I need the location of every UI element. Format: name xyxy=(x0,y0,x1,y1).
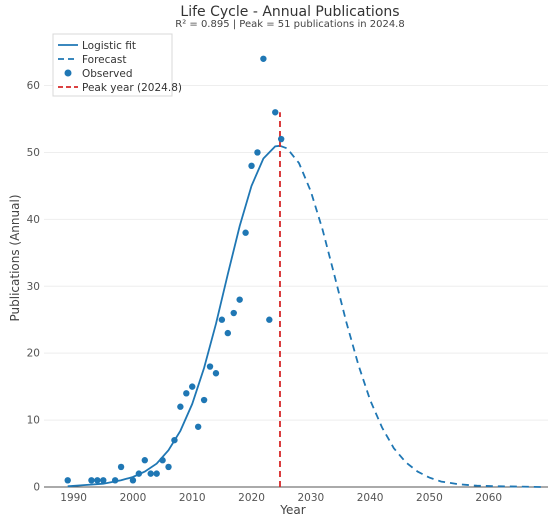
observed-point xyxy=(189,383,196,390)
gridlines xyxy=(44,85,548,421)
legend-forecast-label: Forecast xyxy=(82,54,126,66)
observed-point xyxy=(111,477,119,484)
y-tick-label: 40 xyxy=(27,214,40,226)
observed-point xyxy=(88,477,95,484)
observed-point xyxy=(272,109,279,116)
legend-peak-label: Peak year (2024.8) xyxy=(82,82,182,94)
observed-point xyxy=(117,463,125,471)
y-tick-label: 10 xyxy=(27,415,40,427)
observed-point xyxy=(206,363,214,370)
x-tick-label: 2030 xyxy=(297,492,324,504)
observed-point xyxy=(129,477,137,484)
forecast-line xyxy=(279,144,543,488)
y-axis-ticks: 0 10 20 30 40 50 60 xyxy=(27,80,40,493)
x-axis-label: Year xyxy=(279,503,305,517)
observed-point xyxy=(254,149,261,156)
chart-title: Life Cycle - Annual Publications xyxy=(180,4,399,20)
observed-point xyxy=(218,316,226,323)
chart-subtitle: R² = 0.895 | Peak = 51 publications in 2… xyxy=(175,19,404,30)
x-tick-label: 2060 xyxy=(475,492,502,504)
observed-point xyxy=(260,55,267,62)
observed-point xyxy=(100,477,107,484)
x-tick-label: 2010 xyxy=(179,492,206,504)
observed-point xyxy=(212,370,220,377)
observed-point xyxy=(159,457,166,464)
x-axis-ticks: 1990 2000 2010 2020 2030 2040 2050 2060 xyxy=(60,492,502,504)
legend-observed-swatch xyxy=(64,69,72,77)
observed-point xyxy=(224,329,232,337)
x-tick-label: 2000 xyxy=(120,492,147,504)
observed-point xyxy=(141,457,148,464)
y-tick-label: 0 xyxy=(33,482,40,494)
observed-point xyxy=(194,423,202,430)
observed-point xyxy=(147,470,154,477)
x-tick-label: 1990 xyxy=(60,492,87,504)
logistic-fit-line xyxy=(67,144,281,488)
observed-point xyxy=(277,135,285,143)
legend-observed-label: Observed xyxy=(82,68,133,80)
y-tick-label: 20 xyxy=(27,348,40,360)
observed-point xyxy=(165,463,172,471)
observed-point xyxy=(200,396,208,404)
legend: Logistic fit Forecast Observed Peak year… xyxy=(52,33,182,97)
observed-point xyxy=(236,296,243,303)
y-axis-label: Publications (Annual) xyxy=(8,195,22,322)
observed-point xyxy=(230,309,237,317)
legend-fit-label: Logistic fit xyxy=(82,40,136,52)
y-tick-label: 50 xyxy=(27,147,40,159)
observed-point xyxy=(266,316,273,323)
observed-points xyxy=(64,55,285,484)
observed-point xyxy=(171,436,178,444)
y-tick-label: 30 xyxy=(27,281,40,293)
observed-point xyxy=(177,403,184,410)
x-tick-label: 2050 xyxy=(416,492,443,504)
observed-point xyxy=(153,470,160,477)
x-tick-label: 2020 xyxy=(238,492,265,504)
observed-point xyxy=(64,477,71,484)
observed-point xyxy=(248,162,255,170)
y-tick-label: 60 xyxy=(27,80,40,92)
observed-point xyxy=(183,390,190,397)
observed-point xyxy=(242,229,249,236)
observed-point xyxy=(94,477,101,484)
x-tick-label: 2040 xyxy=(357,492,384,504)
observed-point xyxy=(135,470,143,477)
